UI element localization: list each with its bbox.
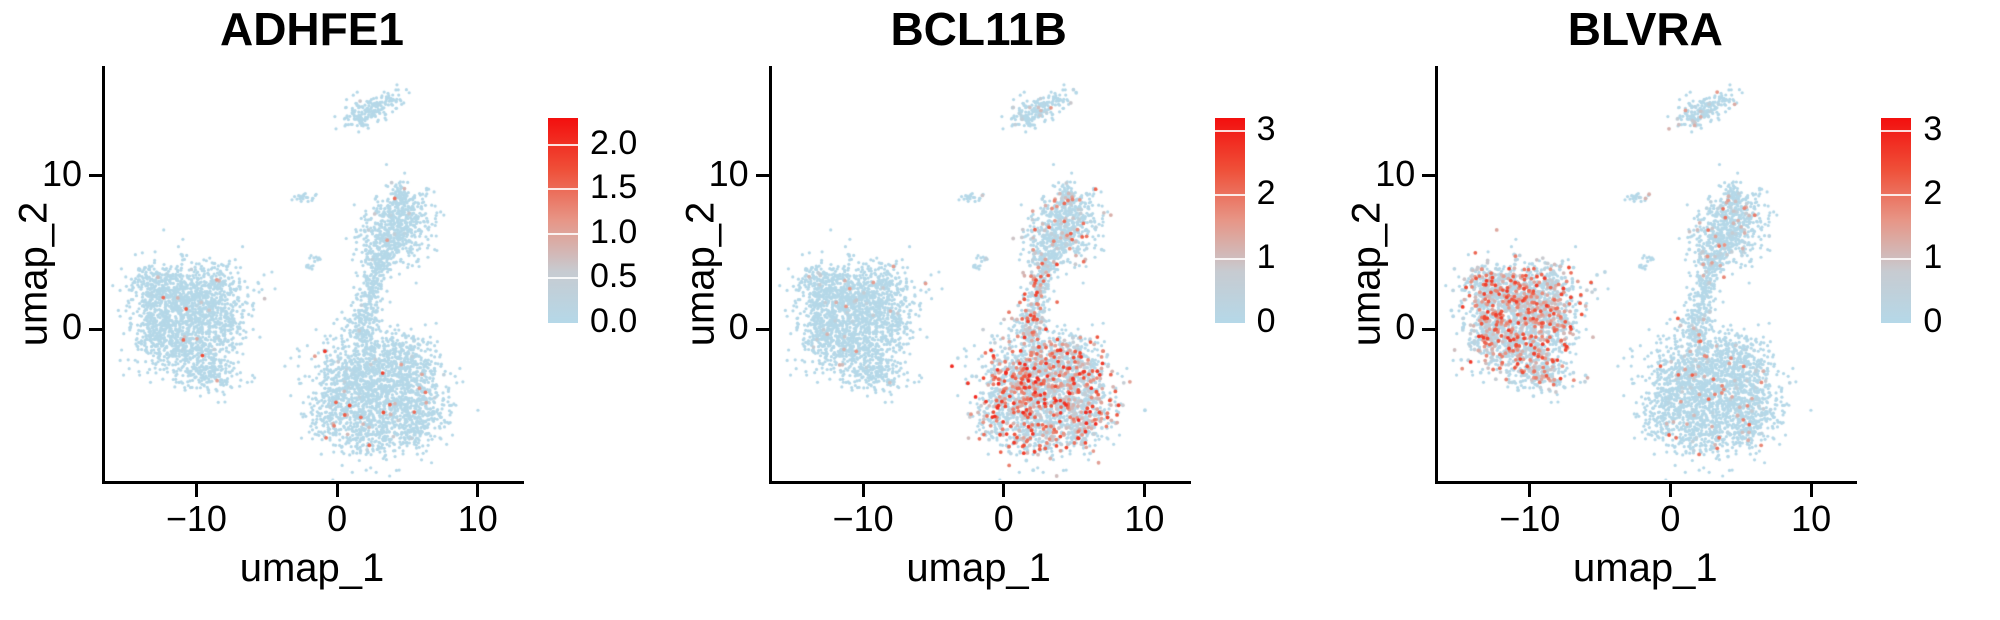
colorbar-tick-mark [1881, 193, 1912, 196]
umap-scatter-canvas [771, 68, 1187, 480]
colorbar-tick-label: 1 [1256, 237, 1276, 276]
x-axis-line [768, 481, 1191, 484]
colorbar-tick-mark [1881, 257, 1912, 260]
x-tick-mark [1002, 484, 1006, 497]
umap-panel-adhfe1: ADHFE1 umap_2 umap_1 −10 0 10 0 10 0.0 0.5 1.0… [0, 0, 667, 620]
x-tick-label: 10 [1124, 498, 1165, 539]
colorbar-tick-label: 1 [1923, 237, 1943, 276]
y-tick-label: 10 [41, 152, 82, 194]
x-axis-line [1435, 481, 1858, 484]
expression-colorbar [548, 118, 578, 323]
y-axis-line [1435, 66, 1439, 484]
colorbar-tick-label: 1.0 [590, 212, 638, 251]
x-tick-mark [335, 484, 339, 497]
colorbar-tick-mark [1214, 129, 1245, 132]
colorbar-tick-label: 0.0 [590, 302, 638, 340]
colorbar-tick-mark [1214, 257, 1245, 260]
colorbar-tick-mark [1214, 193, 1245, 196]
x-tick-mark [476, 484, 480, 497]
x-axis-label: umap_1 [239, 546, 385, 590]
x-axis-label: umap_1 [906, 546, 1051, 590]
colorbar-tick-mark [548, 232, 578, 235]
y-axis-line [768, 66, 772, 484]
colorbar-tick-label: 3 [1256, 109, 1276, 148]
y-tick-label: 0 [61, 306, 82, 348]
colorbar-tick-mark [548, 188, 578, 191]
y-tick-label: 0 [728, 306, 749, 348]
x-tick-label: 10 [1791, 498, 1832, 539]
panel-title: BCL11B [890, 3, 1067, 55]
x-axis-line [102, 481, 524, 484]
panel-title: ADHFE1 [219, 3, 405, 55]
x-tick-mark [1142, 484, 1146, 497]
y-axis-line [102, 66, 105, 484]
colorbar-tick-mark [1881, 129, 1912, 132]
panel-title: BLVRA [1567, 3, 1723, 55]
x-tick-label: −10 [832, 498, 894, 539]
colorbar-tick-label: 1.5 [590, 168, 638, 207]
umap-scatter-canvas [105, 68, 520, 480]
x-tick-label: −10 [165, 498, 227, 539]
y-tick-mark [89, 174, 102, 178]
colorbar-tick-mark [548, 143, 578, 146]
y-tick-label: 10 [1375, 152, 1416, 194]
x-tick-mark [1668, 484, 1672, 497]
x-tick-label: −10 [1499, 498, 1561, 539]
x-tick-mark [1528, 484, 1532, 497]
umap-scatter-canvas [1438, 68, 1854, 480]
y-tick-label: 10 [708, 152, 749, 194]
colorbar-tick-label: 3 [1923, 109, 1943, 148]
y-tick-mark [1422, 327, 1436, 331]
colorbar-tick-label: 0 [1923, 302, 1943, 340]
colorbar-tick-mark [548, 277, 578, 280]
y-tick-mark [755, 174, 769, 178]
colorbar-tick-label: 0.5 [590, 257, 638, 296]
x-tick-label: 0 [993, 498, 1014, 539]
x-tick-mark [194, 484, 198, 497]
colorbar-tick-label: 2 [1256, 173, 1276, 212]
y-tick-mark [89, 327, 102, 331]
x-tick-label: 0 [327, 498, 348, 539]
x-tick-label: 10 [457, 498, 498, 539]
y-tick-mark [755, 327, 769, 331]
x-tick-mark [1809, 484, 1813, 497]
x-tick-label: 0 [1660, 498, 1681, 539]
expression-colorbar [1214, 118, 1245, 323]
colorbar-tick-label: 2 [1923, 173, 1943, 212]
y-tick-mark [1422, 174, 1436, 178]
expression-colorbar [1881, 118, 1912, 323]
x-tick-mark [861, 484, 865, 497]
colorbar-tick-label: 2.0 [590, 123, 638, 162]
colorbar-tick-label: 0 [1256, 302, 1276, 340]
y-tick-label: 0 [1395, 306, 1416, 348]
x-axis-label: umap_1 [1573, 546, 1718, 590]
